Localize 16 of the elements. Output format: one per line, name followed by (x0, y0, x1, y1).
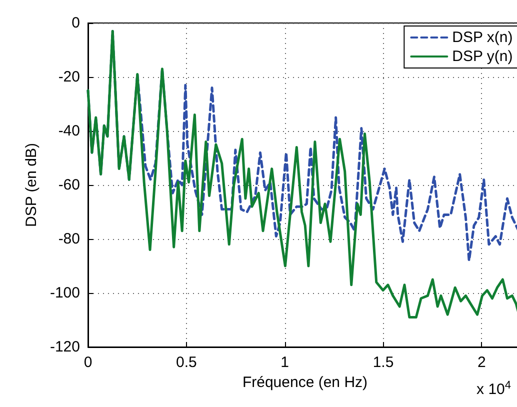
legend-label: DSP y(n) (452, 48, 513, 65)
y-tick-label: -80 (58, 230, 80, 248)
y-tick-label: -120 (50, 338, 80, 356)
x-tick-label: 2 (477, 354, 486, 371)
x-tick-label: 1.5 (372, 354, 394, 371)
y-tick-label: -20 (58, 68, 80, 86)
y-axis-title: DSP (en dB) (23, 143, 40, 227)
legend-label: DSP x(n) (452, 29, 513, 46)
y-tick-label: 0 (72, 14, 80, 32)
x-tick-label: 0.5 (176, 354, 197, 371)
y-tick-label: -60 (58, 176, 80, 194)
x-tick-label: 0 (84, 354, 92, 371)
y-tick-label: -40 (58, 122, 80, 140)
x-axis-title: Fréquence (en Hz) (242, 374, 368, 391)
y-tick-label: -100 (50, 284, 80, 302)
x-tick-label: 1 (280, 354, 289, 371)
